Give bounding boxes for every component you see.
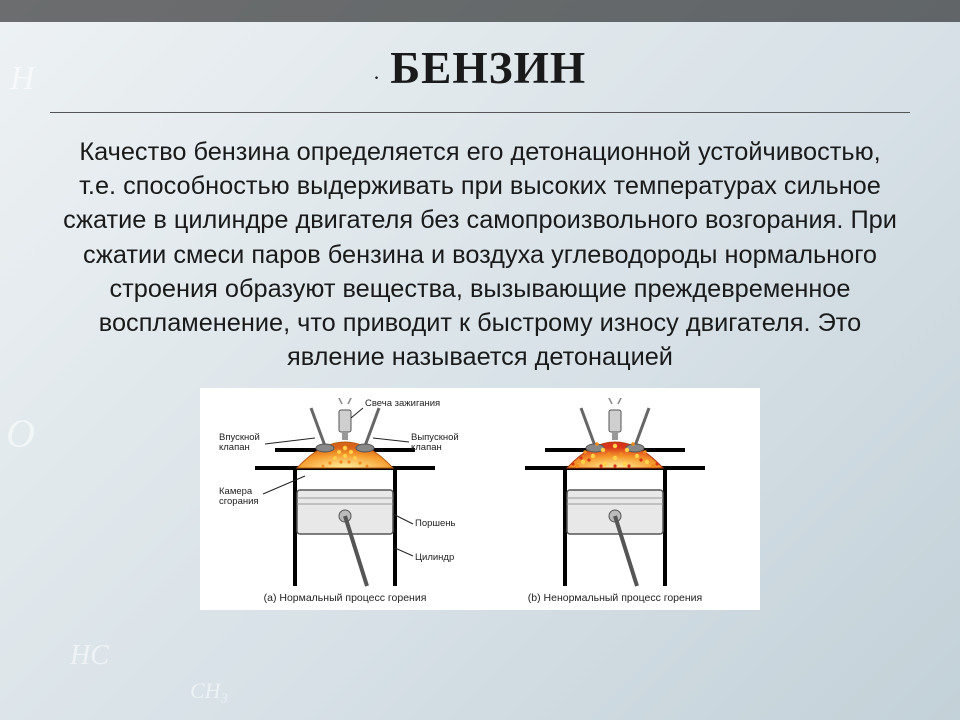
body-paragraph: Качество бензина определяется его детона… [50, 135, 910, 374]
svg-text:сгорания: сгорания [219, 496, 259, 507]
cylinder-b-svg [485, 398, 745, 588]
title-text: БЕНЗИН [390, 43, 586, 93]
label-cylinder-a: Цилиндр [415, 552, 454, 563]
title-row: · БЕНЗИН [50, 42, 910, 94]
svg-text:клапан: клапан [219, 442, 250, 453]
cylinder-b-wrap: (b) Ненормальный процесс горения [485, 398, 745, 604]
title-bullet: · [374, 70, 380, 87]
label-spark-plug-a: Свеча зажигания [365, 398, 440, 409]
cylinder-a-svg: Свеча зажигания Впускной клапан Выпускно… [215, 398, 475, 588]
caption-a: (а) Нормальный процесс горения [264, 592, 427, 604]
slide-container: · БЕНЗИН Качество бензина определяется е… [0, 22, 960, 720]
svg-text:клапан: клапан [411, 442, 442, 453]
cylinder-a-wrap: Свеча зажигания Впускной клапан Выпускно… [215, 398, 475, 604]
title-divider [50, 112, 910, 113]
caption-b: (b) Ненормальный процесс горения [528, 592, 702, 604]
label-piston-a: Поршень [415, 518, 456, 529]
combustion-diagram: Свеча зажигания Впускной клапан Выпускно… [200, 388, 760, 610]
top-dark-strip [0, 0, 960, 22]
page-title: · БЕНЗИН [374, 42, 586, 94]
